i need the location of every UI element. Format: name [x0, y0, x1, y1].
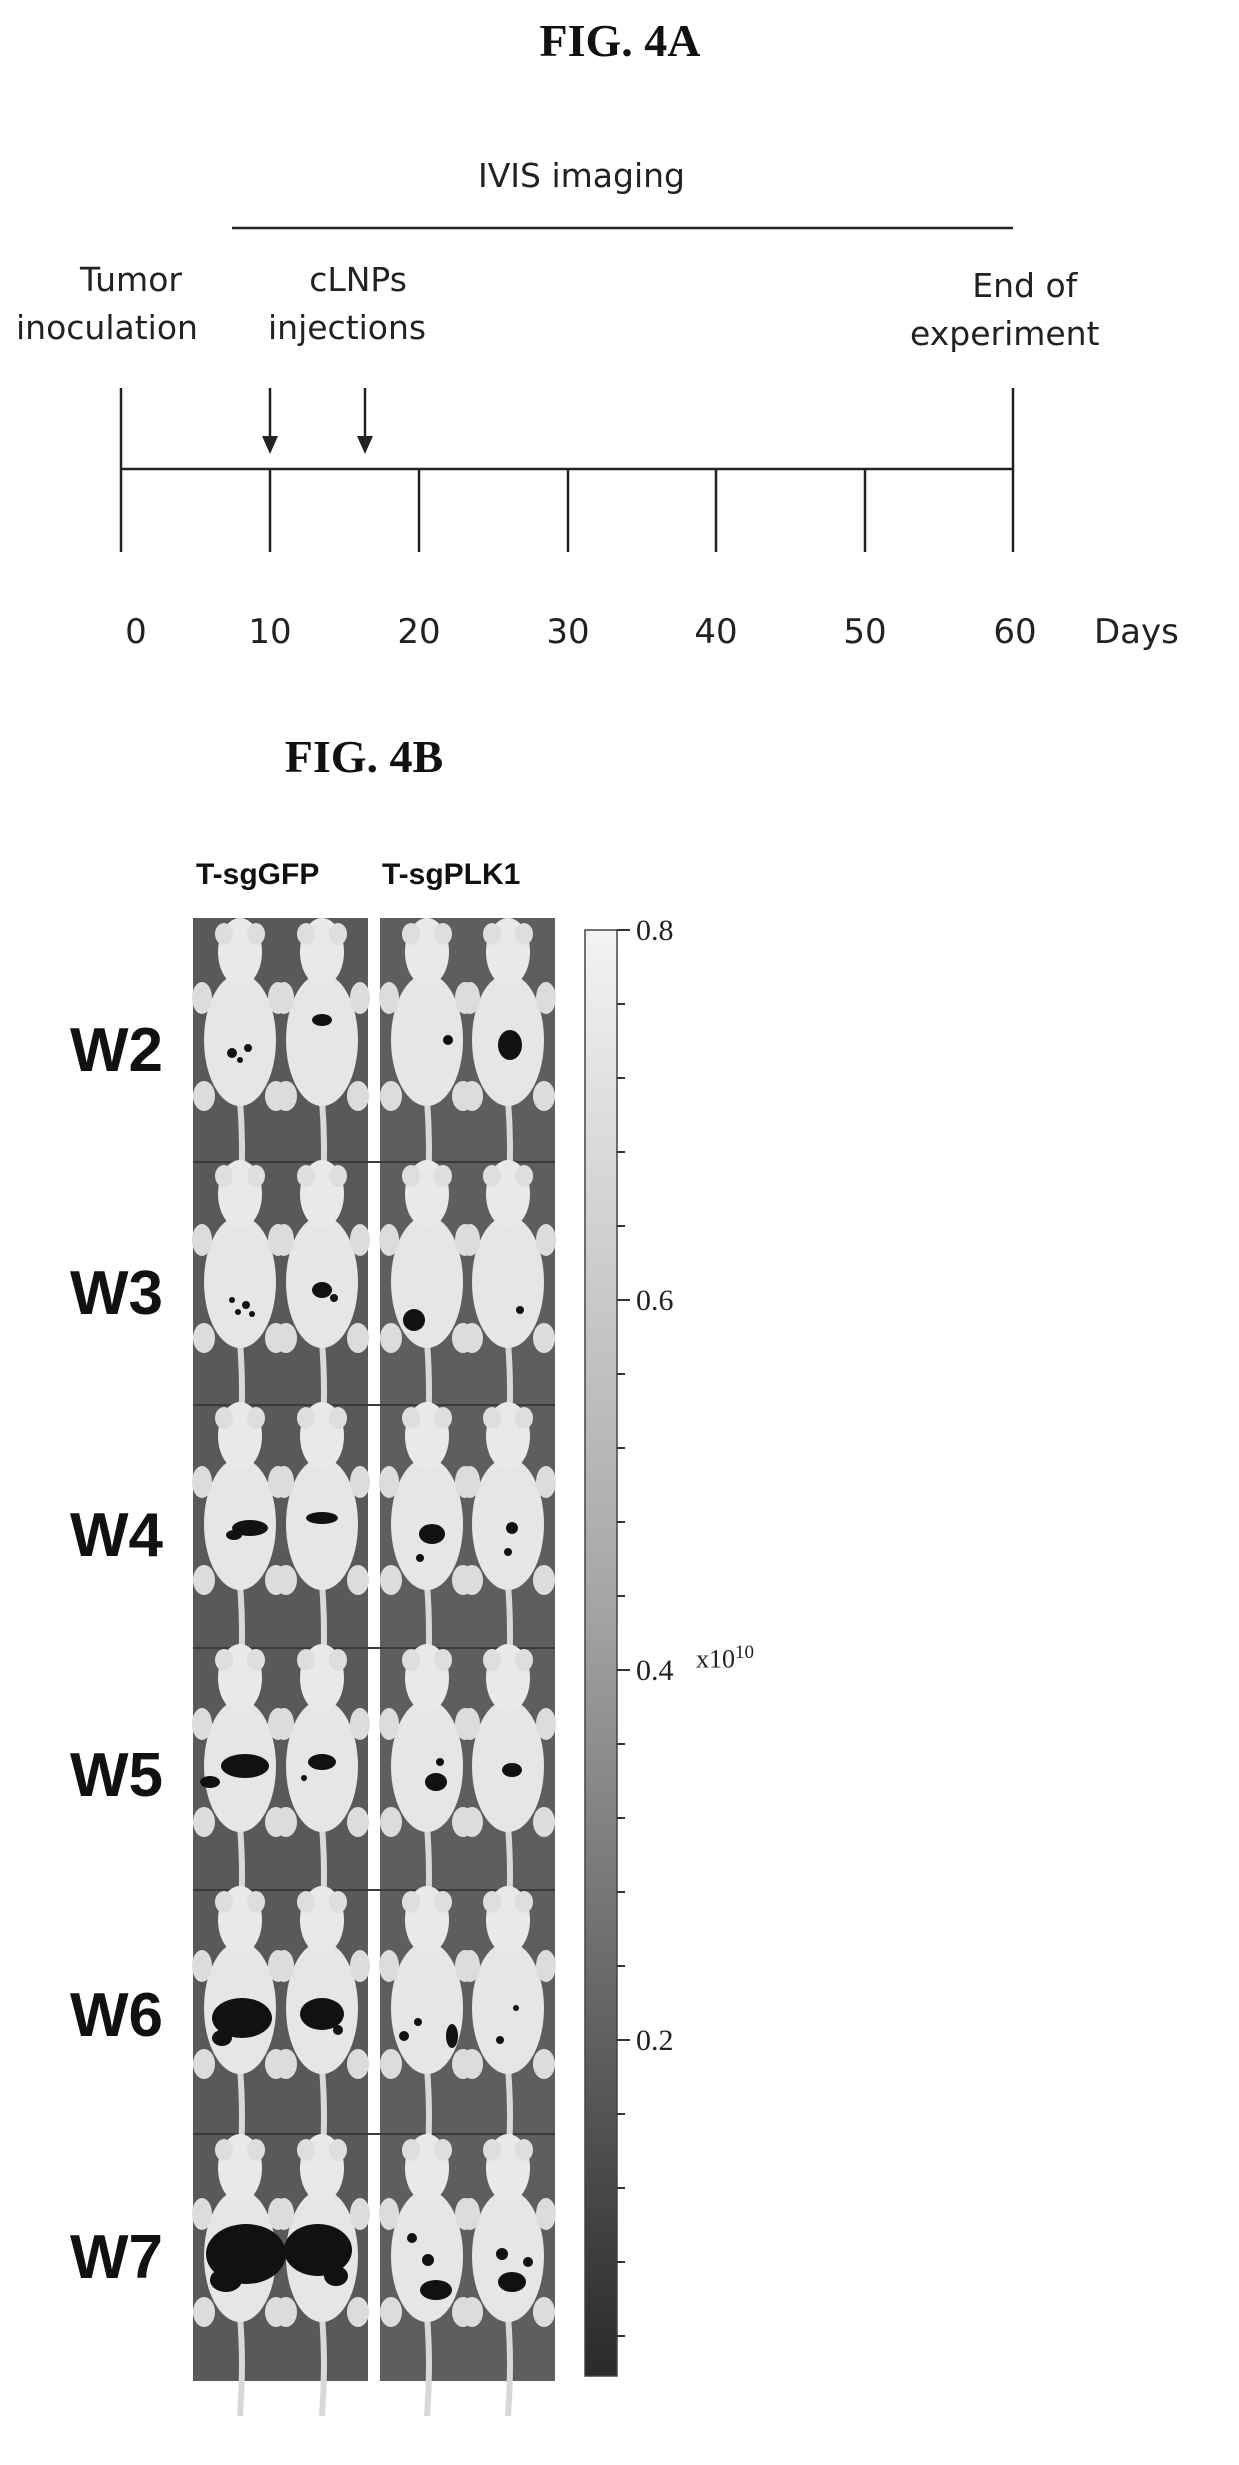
row-label-w6: W6	[70, 1981, 163, 2050]
tick-label-50: 50	[843, 612, 887, 652]
row-label-w7: W7	[70, 2223, 163, 2292]
colorbar-unit-label: x1010	[696, 1642, 754, 1674]
row-label-w4: W4	[70, 1501, 163, 1570]
colorbar-tick-0.4: 0.4	[636, 1654, 674, 1687]
column-header-t-sgplk1: T-sgPLK1	[382, 858, 521, 891]
fig-4b-title: FIG. 4B	[284, 731, 444, 782]
tick-label-20: 20	[397, 612, 441, 652]
injection-arrow-day-16	[357, 388, 373, 454]
axis-unit-label: Days	[1094, 612, 1179, 652]
fig-4a-title: FIG. 4A	[539, 15, 701, 66]
row-label-w5: W5	[70, 1741, 163, 1810]
tick-label-60: 60	[993, 612, 1037, 652]
colorbar-gradient	[584, 929, 618, 2377]
row-label-w2: W2	[70, 1016, 163, 1085]
tick-label-10: 10	[248, 612, 292, 652]
tick-label-40: 40	[694, 612, 738, 652]
colorbar-tick-0.2: 0.2	[636, 2024, 674, 2057]
tumor-inoculation-label: Tumor inoculation	[16, 260, 198, 347]
end-of-experiment-label: End of experiment	[910, 266, 1100, 353]
cLNPs-injections-label: cLNPs injections	[268, 260, 427, 347]
tick-label-0: 0	[125, 612, 147, 652]
tick-label-30: 30	[546, 612, 590, 652]
colorbar-tick-0.6: 0.6	[636, 1284, 674, 1317]
colorbar-tick-0.8: 0.8	[636, 914, 674, 947]
column-header-t-sggfp: T-sgGFP	[196, 858, 320, 891]
injection-arrow-day-10	[262, 388, 278, 454]
imaging-period-label: IVIS imaging	[478, 156, 685, 195]
row-label-w3: W3	[70, 1259, 163, 1328]
